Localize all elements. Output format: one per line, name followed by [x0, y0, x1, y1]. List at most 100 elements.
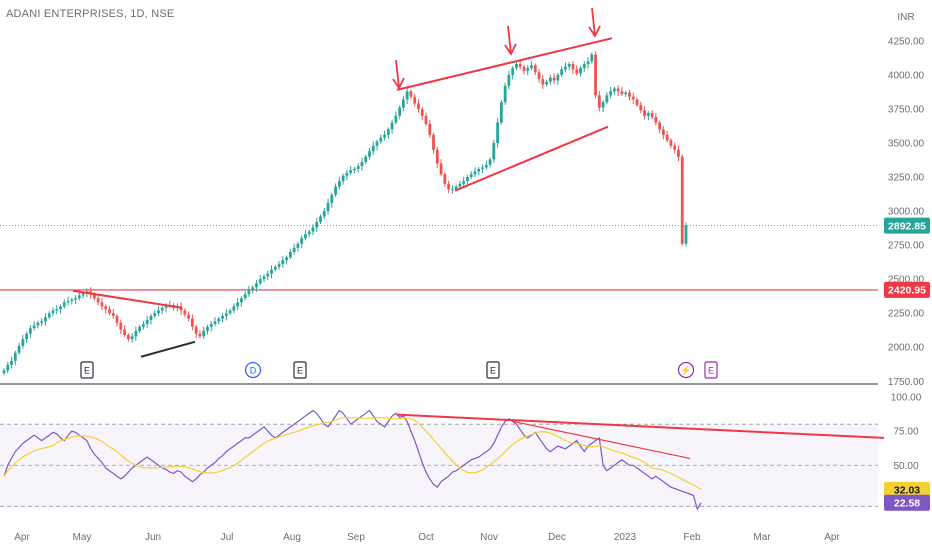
candle	[232, 303, 236, 314]
candle	[353, 166, 356, 174]
event-marker[interactable]: E	[80, 361, 94, 379]
candle-body	[560, 69, 564, 75]
candle	[428, 119, 432, 138]
candle-body	[74, 298, 77, 300]
candle	[296, 241, 300, 252]
candle-body	[594, 54, 597, 96]
arrow-head	[392, 77, 405, 90]
candle-body	[564, 66, 567, 70]
candle-body	[153, 313, 157, 316]
candle-body	[669, 140, 673, 146]
may-jun-ascending-bottom	[140, 340, 196, 358]
event-marker[interactable]: ⚡	[677, 361, 695, 379]
tag-text: 22.58	[894, 497, 920, 509]
event-marker[interactable]: E	[704, 361, 718, 379]
candle	[390, 119, 394, 134]
candle-body	[383, 134, 386, 138]
candle	[13, 350, 17, 366]
candle-body	[221, 315, 224, 319]
event-label: E	[84, 366, 90, 376]
candle-body	[454, 186, 458, 190]
candle	[613, 86, 616, 95]
candle-body	[439, 163, 443, 175]
candle-body	[119, 322, 123, 330]
candle-body	[545, 81, 548, 85]
candle	[194, 324, 198, 339]
candle	[375, 139, 379, 151]
candle	[579, 66, 582, 77]
candle	[315, 217, 319, 232]
candle	[149, 313, 153, 325]
rising-wedge-bottom	[454, 125, 609, 192]
candle-body	[224, 313, 228, 316]
event-marker[interactable]: E	[486, 361, 500, 379]
candle-body	[420, 108, 424, 116]
candle	[2, 368, 6, 376]
candle	[62, 299, 66, 309]
candle	[582, 60, 586, 72]
candle	[262, 274, 266, 283]
candle	[145, 315, 149, 328]
candle-body	[190, 318, 194, 327]
candle	[270, 265, 273, 279]
candles	[2, 51, 688, 376]
candle-body	[32, 325, 36, 329]
candle	[217, 316, 221, 325]
candle-body	[435, 149, 439, 164]
candle-body	[217, 318, 221, 322]
tag-background	[884, 481, 930, 498]
price-tick-label: 4250.00	[888, 36, 925, 47]
top-arrow-3	[588, 7, 601, 38]
time-tick-label: Dec	[548, 532, 566, 543]
candle-body	[477, 168, 481, 172]
rising-wedge-top	[396, 37, 613, 91]
candle	[300, 235, 304, 249]
candle-body	[628, 92, 631, 97]
may-jun-descending-top	[72, 289, 183, 309]
price-tick-label: 2250.00	[888, 309, 925, 320]
candle-body	[552, 77, 556, 81]
candle	[481, 164, 484, 174]
time-axis[interactable]: Apr May Jun Jul Aug Sep Oct Nov Dec 2023 Feb Mar Apr	[14, 532, 840, 543]
candle-body	[402, 99, 405, 108]
candle-body	[36, 322, 40, 326]
candle	[277, 261, 281, 270]
top-arrow-2	[504, 25, 517, 56]
tag-background	[884, 494, 930, 511]
candle	[654, 112, 658, 126]
candle	[32, 321, 36, 331]
candle-body	[515, 64, 518, 69]
candle-body	[10, 360, 13, 365]
candle-body	[111, 313, 115, 316]
event-marker[interactable]: E	[293, 361, 307, 379]
candle	[639, 101, 643, 114]
tag-text: 2420.95	[888, 285, 926, 297]
candle	[322, 207, 326, 220]
price-tick-label: 3250.00	[888, 173, 925, 184]
candle-body	[13, 352, 17, 361]
price-annotations	[72, 7, 613, 358]
candle-body	[639, 104, 643, 111]
tag-text: 2892.85	[888, 220, 926, 232]
candle	[515, 60, 518, 71]
candle-body	[273, 266, 277, 270]
candle	[522, 64, 526, 75]
candle-body	[556, 74, 560, 81]
event-marker[interactable]: D	[244, 361, 262, 379]
event-markers[interactable]: E D E E ⚡ E	[80, 361, 718, 379]
horizontal-levels	[0, 225, 878, 291]
candle-body	[432, 134, 435, 150]
price-axis[interactable]: INR 1750.00 2000.00 2250.00 2500.00 2750.00 30…	[884, 12, 930, 511]
candle-body	[77, 295, 81, 299]
candle-body	[613, 88, 616, 92]
price-tick-label: 3000.00	[888, 207, 925, 218]
candle	[21, 334, 25, 349]
candle	[447, 180, 451, 193]
candle-body	[270, 269, 273, 274]
candle	[77, 291, 81, 301]
candle	[47, 311, 51, 320]
candle-body	[601, 102, 605, 108]
candle	[394, 111, 398, 125]
candle	[511, 66, 515, 80]
